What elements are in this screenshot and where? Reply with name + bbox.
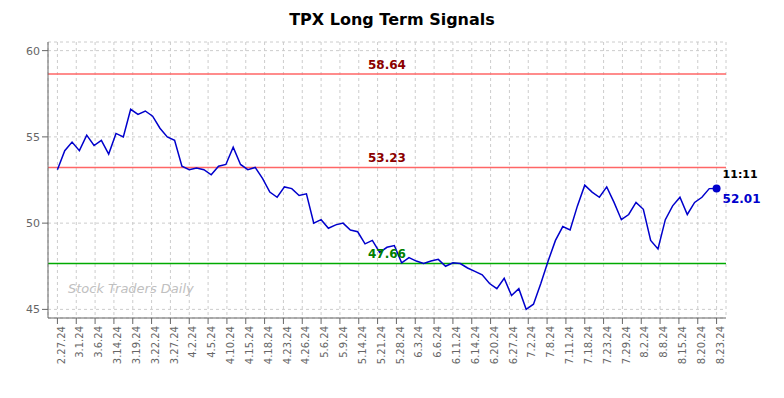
svg-text:55: 55 [26,131,40,144]
svg-text:5.6.24: 5.6.24 [319,326,330,358]
svg-text:5.14.24: 5.14.24 [357,326,368,364]
svg-text:6.14.24: 6.14.24 [470,326,481,364]
svg-text:7.2.24: 7.2.24 [526,326,537,358]
svg-text:45: 45 [26,303,40,316]
svg-text:2.27.24: 2.27.24 [56,326,67,364]
svg-text:11:11: 11:11 [723,168,758,181]
svg-text:7.18.24: 7.18.24 [583,326,594,364]
svg-text:4.23.24: 4.23.24 [282,326,293,364]
svg-text:4.18.24: 4.18.24 [263,326,274,364]
svg-text:5.9.24: 5.9.24 [338,326,349,358]
html-text:TPX Long Term Signals: TPX Long Term Signals [289,10,495,29]
svg-text:50: 50 [26,217,40,230]
svg-text:47.66: 47.66 [368,247,406,261]
svg-text:3.1.24: 3.1.24 [74,326,85,358]
svg-text:53.23: 53.23 [368,151,406,165]
svg-text:5.21.24: 5.21.24 [376,326,387,364]
svg-text:8.2.24: 8.2.24 [639,326,650,358]
svg-text:60: 60 [26,45,40,58]
svg-text:3.22.24: 3.22.24 [150,326,161,364]
svg-text:3.27.24: 3.27.24 [169,326,180,364]
svg-text:7.23.24: 7.23.24 [602,326,613,364]
svg-text:8.15.24: 8.15.24 [677,326,688,364]
svg-text:6.20.24: 6.20.24 [489,326,500,364]
svg-text:6.6.24: 6.6.24 [432,326,443,358]
svg-text:8.20.24: 8.20.24 [696,326,707,364]
svg-text:52.01: 52.01 [723,192,761,206]
svg-text:7.8.24: 7.8.24 [545,326,556,358]
html-text:Stock Traders Daily: Stock Traders Daily [68,281,194,296]
svg-text:6.11.24: 6.11.24 [451,326,462,364]
svg-text:7.11.24: 7.11.24 [564,326,575,364]
svg-text:6.27.24: 6.27.24 [508,326,519,364]
svg-text:4.26.24: 4.26.24 [300,326,311,364]
svg-text:3.6.24: 3.6.24 [93,326,104,358]
svg-text:8.23.24: 8.23.24 [715,326,726,364]
svg-text:3.19.24: 3.19.24 [131,326,142,364]
svg-text:5.28.24: 5.28.24 [395,326,406,364]
svg-text:4.10.24: 4.10.24 [225,326,236,364]
svg-text:4.5.24: 4.5.24 [206,326,217,358]
svg-text:3.14.24: 3.14.24 [112,326,123,364]
svg-text:4.2.24: 4.2.24 [187,326,198,358]
svg-text:6.3.24: 6.3.24 [413,326,424,358]
svg-text:4.15.24: 4.15.24 [244,326,255,364]
svg-text:7.29.24: 7.29.24 [621,326,632,364]
svg-text:58.64: 58.64 [368,58,406,72]
svg-text:8.8.24: 8.8.24 [658,326,669,358]
